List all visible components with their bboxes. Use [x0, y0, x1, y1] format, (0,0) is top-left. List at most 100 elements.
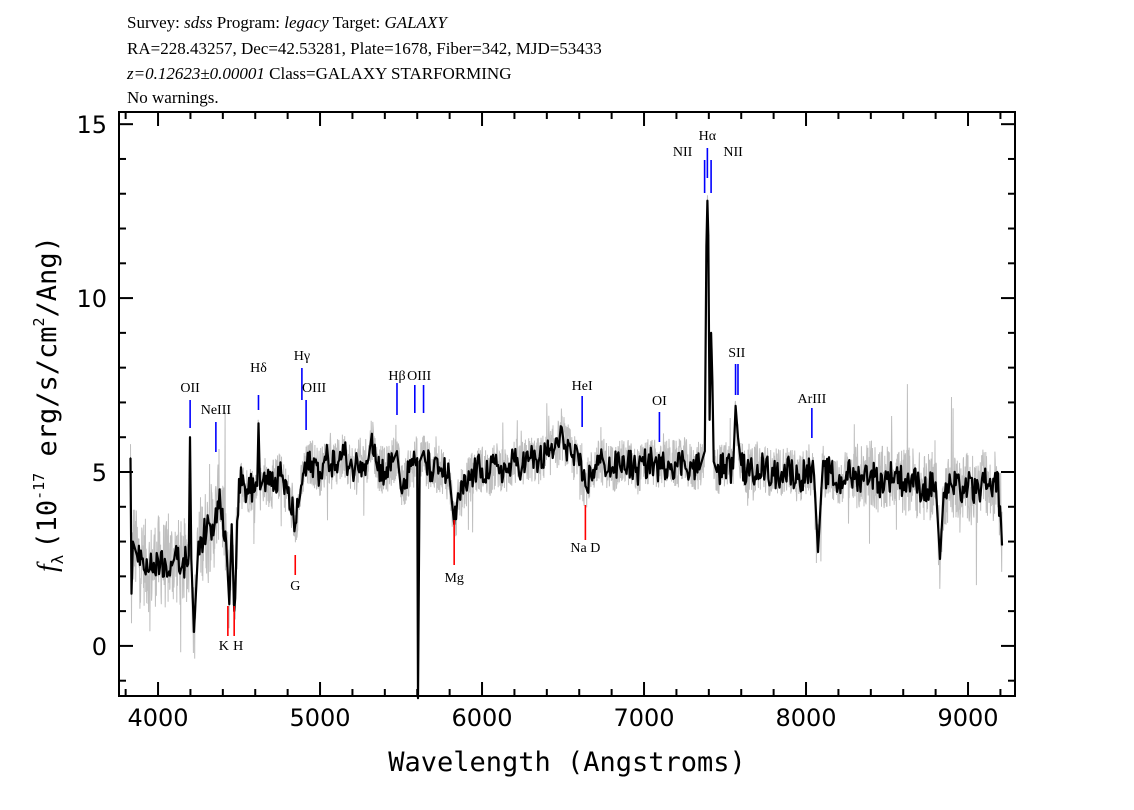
- flux-point: [853, 478, 856, 480]
- flux-point: [756, 464, 759, 466]
- flux-point: [197, 540, 200, 543]
- flux-point: [983, 481, 986, 484]
- flux-point: [894, 471, 896, 473]
- x-axis-label: Wavelength (Angstroms): [388, 747, 746, 778]
- flux-point: [675, 464, 678, 466]
- line-label: Hβ: [388, 369, 405, 384]
- flux-point: [878, 481, 880, 484]
- flux-point: [562, 436, 564, 439]
- line-label: SII: [728, 346, 745, 361]
- flux-point: [256, 485, 258, 487]
- flux-point: [578, 464, 581, 466]
- flux-point: [805, 471, 807, 473]
- flux-point: [513, 460, 516, 463]
- y-axis-label: fλ(10-17 erg/s/cm2/Ang): [30, 236, 67, 572]
- x-tick-label: 5000: [289, 704, 350, 732]
- flux-point: [691, 467, 694, 470]
- y-tick-label: 15: [76, 111, 107, 139]
- line-label: NII: [673, 145, 693, 160]
- line-label: Mg: [444, 571, 463, 586]
- flux-point: [967, 485, 969, 487]
- flux-point: [190, 558, 193, 560]
- flux-point: [303, 471, 305, 473]
- header-line-1: Survey: sdss Program: legacy Target: GAL…: [127, 12, 447, 33]
- flux-point: [165, 565, 167, 567]
- flux-point: [432, 471, 435, 473]
- flux-point: [732, 467, 734, 470]
- flux-point: [367, 457, 370, 459]
- flux-point: [942, 492, 945, 494]
- y-tick-label: 5: [92, 459, 107, 487]
- flux-point: [712, 460, 715, 463]
- flux-point: [667, 460, 670, 463]
- flux-point: [343, 453, 346, 456]
- flux-point: [703, 450, 706, 452]
- flux-point: [257, 422, 260, 425]
- flux-point: [991, 495, 994, 498]
- flux-point: [225, 540, 227, 543]
- flux-point: [213, 523, 216, 525]
- line-label: Na D: [570, 541, 600, 556]
- flux-point: [610, 467, 613, 470]
- flux-point: [845, 471, 848, 473]
- flux-point: [707, 234, 710, 237]
- flux-point: [351, 467, 354, 470]
- flux-point: [659, 467, 662, 470]
- flux-point: [396, 450, 398, 452]
- raw-flux-series: [130, 195, 1003, 674]
- flux-point: [817, 551, 819, 553]
- target-label: Target:: [332, 13, 381, 32]
- flux-point: [417, 697, 419, 699]
- flux-point: [375, 464, 378, 466]
- flux-point: [705, 245, 708, 247]
- flux-point: [975, 492, 977, 494]
- survey-value: sdss: [184, 13, 213, 32]
- flux-point: [627, 460, 629, 463]
- header-line-4: No warnings.: [127, 88, 219, 107]
- y-tick-label: 0: [92, 633, 107, 661]
- flux-point: [384, 471, 386, 473]
- flux-point: [218, 488, 221, 491]
- flux-point: [821, 474, 824, 477]
- y-tick-label: 10: [76, 285, 107, 313]
- flux-point: [238, 478, 240, 480]
- flux-point: [918, 485, 921, 487]
- axis-ticks: 4000 5000 6000 7000 8000 9000 0 5 10 15: [76, 111, 1015, 732]
- flux-point: [294, 523, 297, 525]
- flux-point: [319, 471, 321, 473]
- flux-point: [996, 471, 998, 473]
- redshift-value: z=0.12623±0.00001: [127, 64, 265, 83]
- flux-point: [602, 460, 605, 463]
- flux-point: [537, 460, 540, 463]
- flux-point: [130, 592, 133, 595]
- x-tick-label: 9000: [937, 704, 998, 732]
- flux-point: [497, 464, 500, 466]
- header-line-2: RA=228.43257, Dec=42.53281, Plate=1678, …: [127, 39, 602, 58]
- flux-point: [262, 478, 265, 480]
- flux-point: [734, 405, 737, 407]
- flux-point: [643, 464, 645, 466]
- flux-point: [737, 436, 739, 439]
- flux-point: [748, 474, 751, 477]
- flux-point: [724, 464, 726, 466]
- flux-point: [230, 523, 233, 525]
- flux-point: [699, 464, 702, 466]
- flux-point: [132, 540, 134, 543]
- flux-point: [327, 457, 329, 459]
- flux-point: [618, 464, 621, 466]
- flux-point: [683, 460, 686, 463]
- smoothed-flux-series: [129, 199, 1004, 700]
- line-label: Hδ: [250, 361, 267, 376]
- flux-point: [711, 380, 714, 383]
- line-label: HeI: [572, 379, 593, 394]
- flux-point: [173, 558, 176, 560]
- flux-point: [129, 457, 132, 459]
- line-label: NII: [723, 145, 743, 160]
- flux-point: [458, 495, 461, 498]
- flux-point: [157, 558, 159, 560]
- line-label: Hγ: [294, 349, 310, 364]
- flux-point: [359, 460, 362, 463]
- line-label: G: [290, 579, 300, 594]
- flux-point: [521, 464, 524, 466]
